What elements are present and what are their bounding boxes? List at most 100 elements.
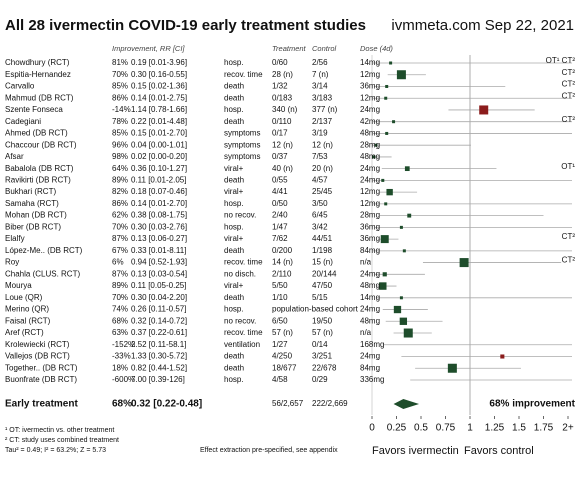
dose: 36mg [360,222,380,231]
improvement: 87% [112,234,128,243]
effect-square [386,188,393,196]
dose: 48mg [360,281,380,290]
effect: 0.32 [0.14-0.72] [131,316,187,325]
control: 3/183 [312,93,333,102]
treatment: 4/41 [272,187,288,196]
effect: 0.11 [0.01-2.05] [131,176,186,185]
x-tick-label: 1.75 [534,423,554,434]
effect: 0.13 [0.06-0.27] [131,234,187,243]
outcome: hosp. [224,375,244,384]
outcome: viral+ [224,281,244,290]
study-name: Chowdhury (RCT) [5,58,70,67]
study-name: Szente Fonseca [5,105,63,114]
study-name: Buonfrate (DB RCT) [5,375,77,384]
treatment: 0/183 [272,93,293,102]
dose: 14mg [360,58,380,67]
dose: 336mg [360,375,384,384]
treatment: 0/50 [272,199,288,208]
favors-right: Favors control [464,445,534,457]
outcome: viral+ [224,164,244,173]
summary-label: Early treatment [5,399,78,410]
control: 4/57 [312,176,328,185]
treatment: 4/58 [272,375,288,384]
dose: n/a [360,258,372,267]
treatment: 0/110 [272,117,292,126]
control: 19/50 [312,316,333,325]
study-name: Together.. (DB RCT) [5,363,78,372]
notes: OT¹ [561,162,575,171]
outcome: hosp. [224,222,244,231]
header: Dose (4d) [360,44,393,53]
effect-square [384,202,388,206]
control: 377 (n) [312,105,338,114]
outcome: no disch. [224,269,256,278]
study-name: Babalola (DB RCT) [5,164,74,173]
dose: n/a [360,328,372,337]
treatment: 0/17 [272,129,288,138]
effect-square [379,282,387,290]
effect: 0.15 [0.01-2.70] [131,129,187,138]
improvement: -33% [112,352,131,361]
dose: 24mg [360,352,380,361]
control: 44/51 [312,234,333,243]
treatment: 0/200 [272,246,293,255]
dose: 36mg [360,82,380,91]
notes: CT² [562,68,576,77]
outcome: symptoms [224,152,260,161]
control: 3/50 [312,199,328,208]
dose: 12mg [360,93,380,102]
effect: 0.18 [0.07-0.46] [131,187,187,196]
dose: 24mg [360,269,380,278]
improvement: 6% [112,258,124,267]
improvement: 89% [112,176,128,185]
summary-diamond [393,399,420,409]
method-note: Effect extraction pre-specified, see app… [200,447,338,454]
dose: 84mg [360,363,380,372]
control: 20/144 [312,269,337,278]
treatment: 5/50 [272,281,288,290]
improvement: 98% [112,152,128,161]
outcome: symptoms [224,140,260,149]
plot-area [371,55,572,415]
dose: 24mg [360,176,380,185]
control: 15 (n) [312,258,333,267]
control: 3/42 [312,222,328,231]
improvement: 85% [112,82,128,91]
effect-square [389,61,393,65]
notes: CT² [562,256,576,265]
notes: CT² [562,80,576,89]
effect: 0.37 [0.22-0.61] [131,328,187,337]
x-tick-label: 0.5 [414,423,428,434]
outcome: hosp. [224,199,244,208]
header: Control [312,44,337,53]
improvement: 87% [112,269,128,278]
improvement: 78% [112,117,128,126]
effect: 0.19 [0.01-3.96] [131,58,187,67]
control: 6/45 [312,211,328,220]
control: 0/29 [312,375,328,384]
outcome: death [224,363,244,372]
outcome: death [224,176,244,185]
effect-square [399,225,403,229]
outcome: hosp. [224,105,244,114]
control: 3/14 [312,82,328,91]
header: Treatment [272,44,307,53]
study-name: Biber (DB RCT) [5,222,61,231]
control: 47/50 [312,281,333,290]
effect-square [402,249,406,253]
outcome: death [224,82,244,91]
improvement: 18% [112,363,128,372]
effect-square [399,296,403,300]
effect: 1.14 [0.78-1.66] [131,105,187,114]
effect-square [385,131,389,135]
improvement: 70% [112,222,128,231]
treatment: 6/50 [272,316,288,325]
treatment: 4/250 [272,352,293,361]
effect: 0.04 [0.00-1.01] [131,140,187,149]
footnote: ² CT: study uses combined treatment [5,437,119,444]
source: ivmmeta.com Sep 22, 2021 [391,17,574,34]
effect: 0.14 [0.01-2.75] [131,93,187,102]
x-tick-label: 0.75 [436,423,456,434]
treatment: 14 (n) [272,258,293,267]
